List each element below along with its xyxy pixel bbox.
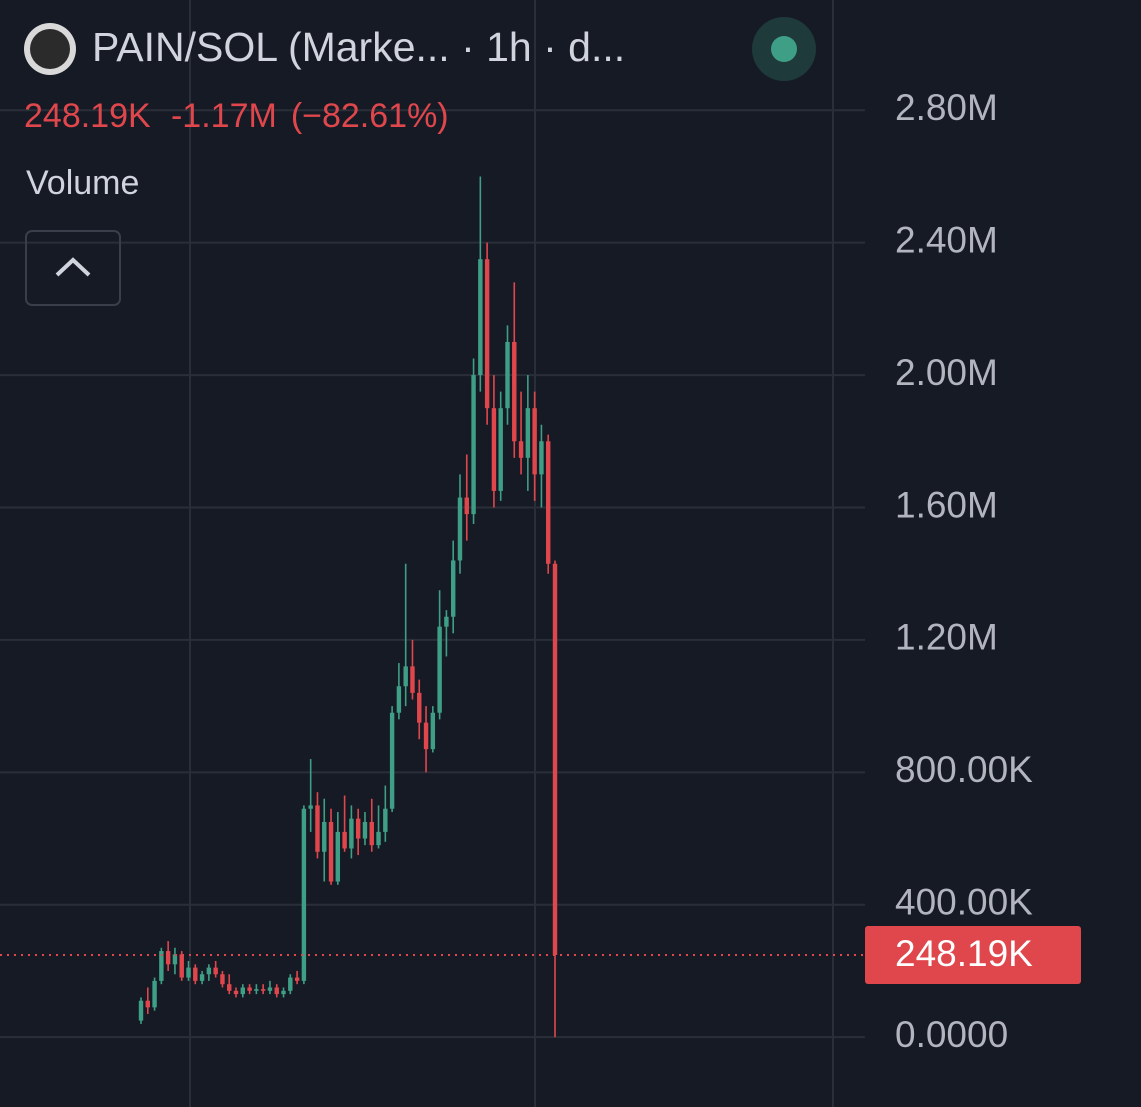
candle-body [464, 497, 469, 515]
last-price-tag [865, 925, 1081, 984]
candle-body [172, 954, 178, 965]
y-tick-label: 800.00K [895, 749, 1033, 790]
candle-body [430, 712, 436, 750]
candle-body [152, 980, 157, 1008]
candle-body [396, 686, 402, 713]
candle-body [417, 692, 422, 723]
candle-body [294, 977, 300, 981]
candle-body [213, 967, 218, 975]
candle-body [159, 951, 164, 981]
candle-body [362, 821, 368, 839]
collapse-button[interactable] [25, 230, 121, 306]
change: -1.17M [171, 97, 277, 135]
candle-body [383, 808, 388, 832]
candle-body [328, 821, 334, 882]
symbol-title: PAIN/SOL (Marke... · 1h · d... [92, 24, 625, 70]
candle-body [437, 626, 442, 713]
chevron-icon [55, 257, 91, 277]
candle-body [220, 974, 225, 985]
candle-body [423, 722, 429, 750]
status-dot [771, 36, 797, 62]
candle-body [274, 987, 279, 995]
candle-body [281, 990, 286, 995]
indicator-label: Volume [26, 164, 139, 202]
plot-area [0, 109, 865, 1039]
candle-body [240, 987, 246, 995]
y-tick-label: 0.0000 [895, 1014, 1008, 1055]
grid [189, 0, 834, 1107]
candle-body [247, 987, 252, 991]
candle-body [525, 408, 531, 458]
y-tick-label: 1.20M [895, 617, 998, 658]
candle-body [288, 977, 293, 991]
candle-body [376, 831, 381, 846]
candle-body [518, 441, 524, 458]
change-percent: (−82.61%) [291, 97, 449, 135]
candle-body [471, 375, 476, 515]
candle-body [206, 967, 212, 975]
candle-body [484, 259, 490, 409]
last-price: 248.19K [24, 97, 151, 135]
candle-body [145, 1000, 150, 1008]
candle-body [193, 967, 198, 981]
candle-body [335, 831, 341, 882]
candle-body [315, 805, 320, 852]
candle-body [532, 408, 537, 475]
y-tick-label: 2.40M [895, 219, 998, 260]
candle-body [457, 497, 463, 561]
candle-body [301, 808, 307, 981]
candle-body [349, 818, 354, 849]
candle-body [478, 259, 483, 376]
candle-body [491, 408, 497, 491]
candle-body [322, 821, 327, 852]
candle-body [199, 974, 205, 981]
candle-body [165, 951, 171, 965]
candle-body [389, 712, 395, 809]
avatar-inner [30, 29, 70, 69]
candle-body [355, 818, 361, 839]
candle-body [444, 616, 449, 627]
y-tick-label: 1.60M [895, 484, 998, 525]
candle-body [505, 341, 510, 409]
candle-body [498, 408, 503, 491]
candle-body [342, 831, 347, 849]
candle-body [546, 441, 551, 564]
candle-body [138, 1000, 144, 1021]
candle-body [260, 989, 266, 991]
candle-body [403, 666, 408, 687]
candle-body [410, 666, 415, 693]
candle-body [512, 341, 517, 442]
y-tick-label: 400.00K [895, 882, 1033, 923]
candle-body [539, 441, 544, 475]
candle-body [267, 987, 273, 991]
y-tick-label: 2.00M [895, 352, 998, 393]
candle-body [308, 805, 313, 809]
header: PAIN/SOL (Marke... · 1h · d... 248.19K -… [24, 17, 816, 306]
candle-body [450, 560, 456, 617]
candle-body [233, 990, 239, 995]
y-tick-label: 2.80M [895, 87, 998, 128]
candle-body [227, 984, 232, 991]
candle-body [179, 954, 184, 978]
candle-body [552, 563, 558, 955]
candle-body [254, 989, 259, 991]
last-price-tag-label: 248.19K [895, 933, 1033, 974]
candle-body [186, 967, 191, 978]
candle-body [369, 821, 374, 846]
